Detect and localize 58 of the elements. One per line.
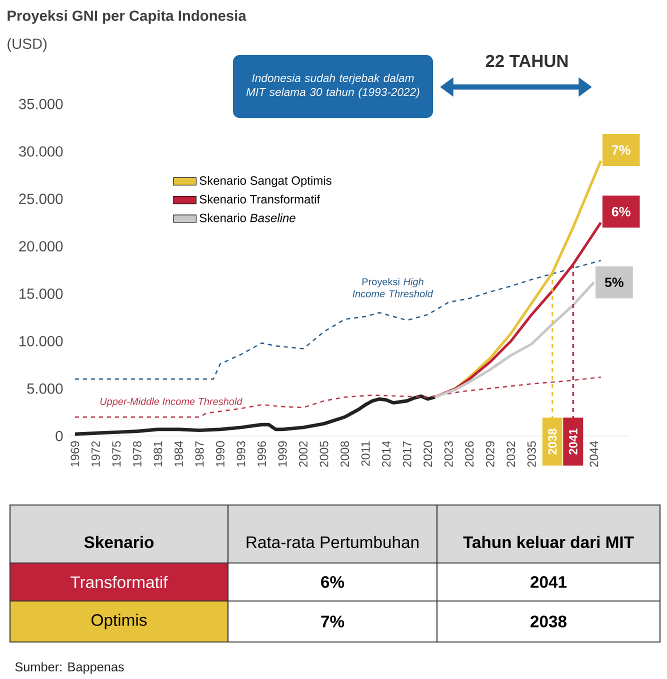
series-label: Upper-Middle Income Threshold [100,398,243,407]
x-tick-label: 2005 [320,441,328,467]
y-axis-title: (USD) [8,38,47,52]
x-tick-label: 1978 [132,441,142,466]
legend-label: Skenario Transformatif [200,194,320,204]
text: Transformatif [70,576,168,588]
text: Optimis [92,614,147,630]
annotation: 5% [604,278,624,288]
ref-line-label: 2038 [548,428,557,455]
x-tick-label: 1987 [195,441,204,466]
x-tick-label: 2023 [444,441,453,467]
legend-label: Skenario Sangat Optimis [200,176,332,188]
series-label: Proyeksi High Income Threshold [352,278,434,298]
y-tick-label: 0 [56,430,63,442]
x-tick-label: 1975 [112,441,121,466]
text: Skenario [84,536,154,548]
x-tick-label: 2011 [361,441,370,466]
text: Indonesia sudah terjebak dalam MIT selama 30 tahun (1993-2022) [246,74,420,98]
x-tick-label: 1981 [154,441,162,466]
x-tick-label: 2032 [506,441,516,467]
annotation: 7% [612,145,630,155]
y-tick-label: 30.000 [18,146,63,157]
y-tick-label: 5.000 [27,383,63,394]
text: Rata-rata Pertumbuhan [246,536,418,548]
text: 2041 [530,576,567,588]
text: 2038 [530,616,567,628]
x-tick-label: 1996 [258,441,266,466]
y-tick-label: 25.000 [19,194,63,204]
y-tick-label: 10.000 [20,336,63,346]
x-tick-label: 2035 [527,441,536,467]
x-tick-label: 1993 [236,441,246,466]
x-tick-label: 1999 [278,441,287,466]
annotation: 6% [612,206,630,216]
x-tick-label: 2029 [486,441,494,467]
x-tick-label: 2020 [424,441,432,467]
x-tick-label: 1972 [91,441,100,466]
ref-line-label: 2041 [568,428,578,455]
x-tick-label: 1990 [216,441,224,466]
x-tick-label: 2044 [590,441,598,467]
text: Sumber: Bappenas [15,662,124,674]
y-tick-label: 15.000 [20,288,63,299]
x-tick-label: 2026 [465,441,474,467]
x-tick-label: 2008 [340,441,350,467]
line-series [73,394,436,436]
y-tick-label: 35.000 [18,98,63,110]
x-tick-label: 2017 [402,441,412,467]
y-tick-label: 20.000 [19,241,63,252]
x-tick-label: 1984 [174,441,183,466]
text: 22 TAHUN [486,54,568,68]
line-series [74,376,602,418]
chart-title: Proyeksi GNI per Capita Indonesia [8,10,246,24]
x-tick-label: 2014 [382,441,391,467]
text: 7% [321,616,344,628]
text: Tahun keluar dari MIT [463,536,634,548]
x-tick-label: 2002 [299,441,308,467]
text: 6% [321,576,344,588]
legend-label: Skenario Baseline [200,213,296,222]
x-tick-label: 1969 [70,441,80,466]
